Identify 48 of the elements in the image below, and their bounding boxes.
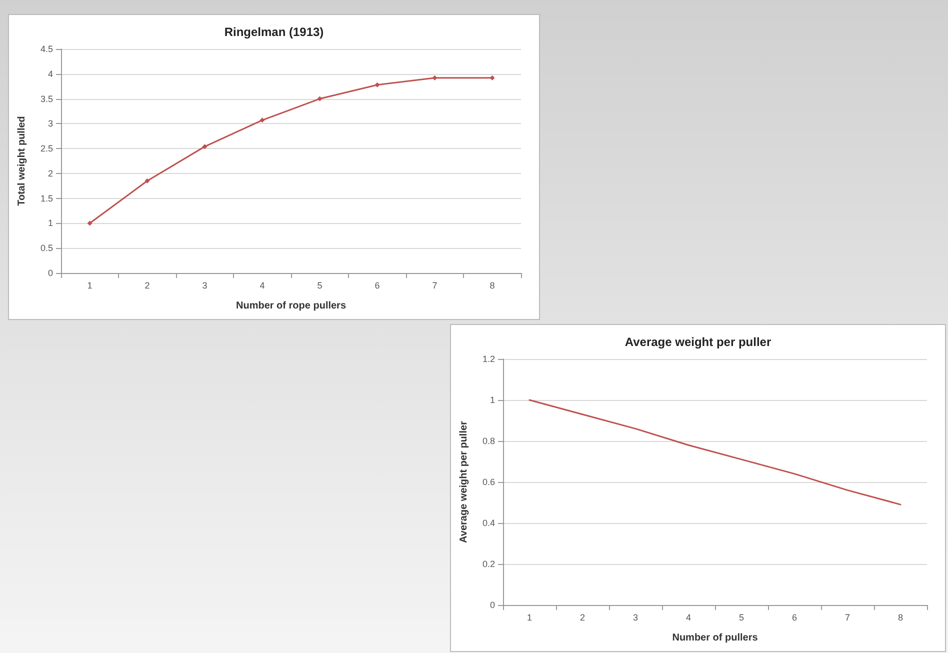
x-tick-label: 1 [526,612,532,622]
x-tick-label: 2 [144,280,150,290]
x-axis-title: Number of pullers [672,632,758,644]
point [490,75,495,80]
chart-title: Average weight per puller [624,335,772,349]
x-tick-label: 3 [632,612,638,622]
x-tick-label: 3 [202,280,208,290]
x-tick-label: 5 [738,612,744,622]
point [374,82,380,88]
x-tick-label: 6 [792,612,798,622]
x-tick-label: 6 [374,280,380,290]
y-tick-label: 0.8 [482,436,495,446]
y-tick-label: 4.5 [40,44,53,54]
y-axis-title: Total weight pulled [16,116,28,206]
y-tick-label: 0 [48,268,53,278]
x-tick-label: 5 [317,280,322,290]
y-tick-label: 2 [48,168,53,178]
y-tick-label: 0.4 [482,518,495,528]
y-tick-label: 1.5 [40,193,53,204]
x-tick-label: 2 [580,612,586,622]
y-tick-label: 3 [48,118,53,129]
x-tick-label: 7 [432,280,438,290]
point [432,75,438,80]
x-tick-label: 1 [87,280,92,290]
line-series [528,399,902,506]
x-tick-label: 8 [898,612,904,622]
chart-title: Ringelman (1913) [224,25,324,39]
point [144,178,150,184]
y-tick-label: 0 [490,600,495,610]
x-tick-label: 4 [260,280,265,290]
y-axis-title: Average weight per puller [458,420,470,543]
y-tick-label: 0.6 [482,477,495,487]
x-axis-title: Number of rope pullers [236,300,346,312]
point [87,220,92,226]
point [202,144,208,150]
point [317,96,322,102]
point [260,118,265,123]
x-tick-label: 7 [844,612,850,622]
x-tick-label: 4 [686,612,692,622]
y-tick-label: 1.2 [482,354,495,364]
y-tick-label: 4 [48,68,53,79]
y-tick-label: 0.5 [40,243,53,254]
y-tick-label: 2.5 [40,144,53,154]
y-tick-label: 1 [490,395,495,405]
y-tick-label: 3.5 [40,94,53,104]
x-tick-label: 8 [490,280,495,290]
y-tick-label: 1 [48,218,53,228]
y-tick-label: 0.2 [482,559,495,569]
